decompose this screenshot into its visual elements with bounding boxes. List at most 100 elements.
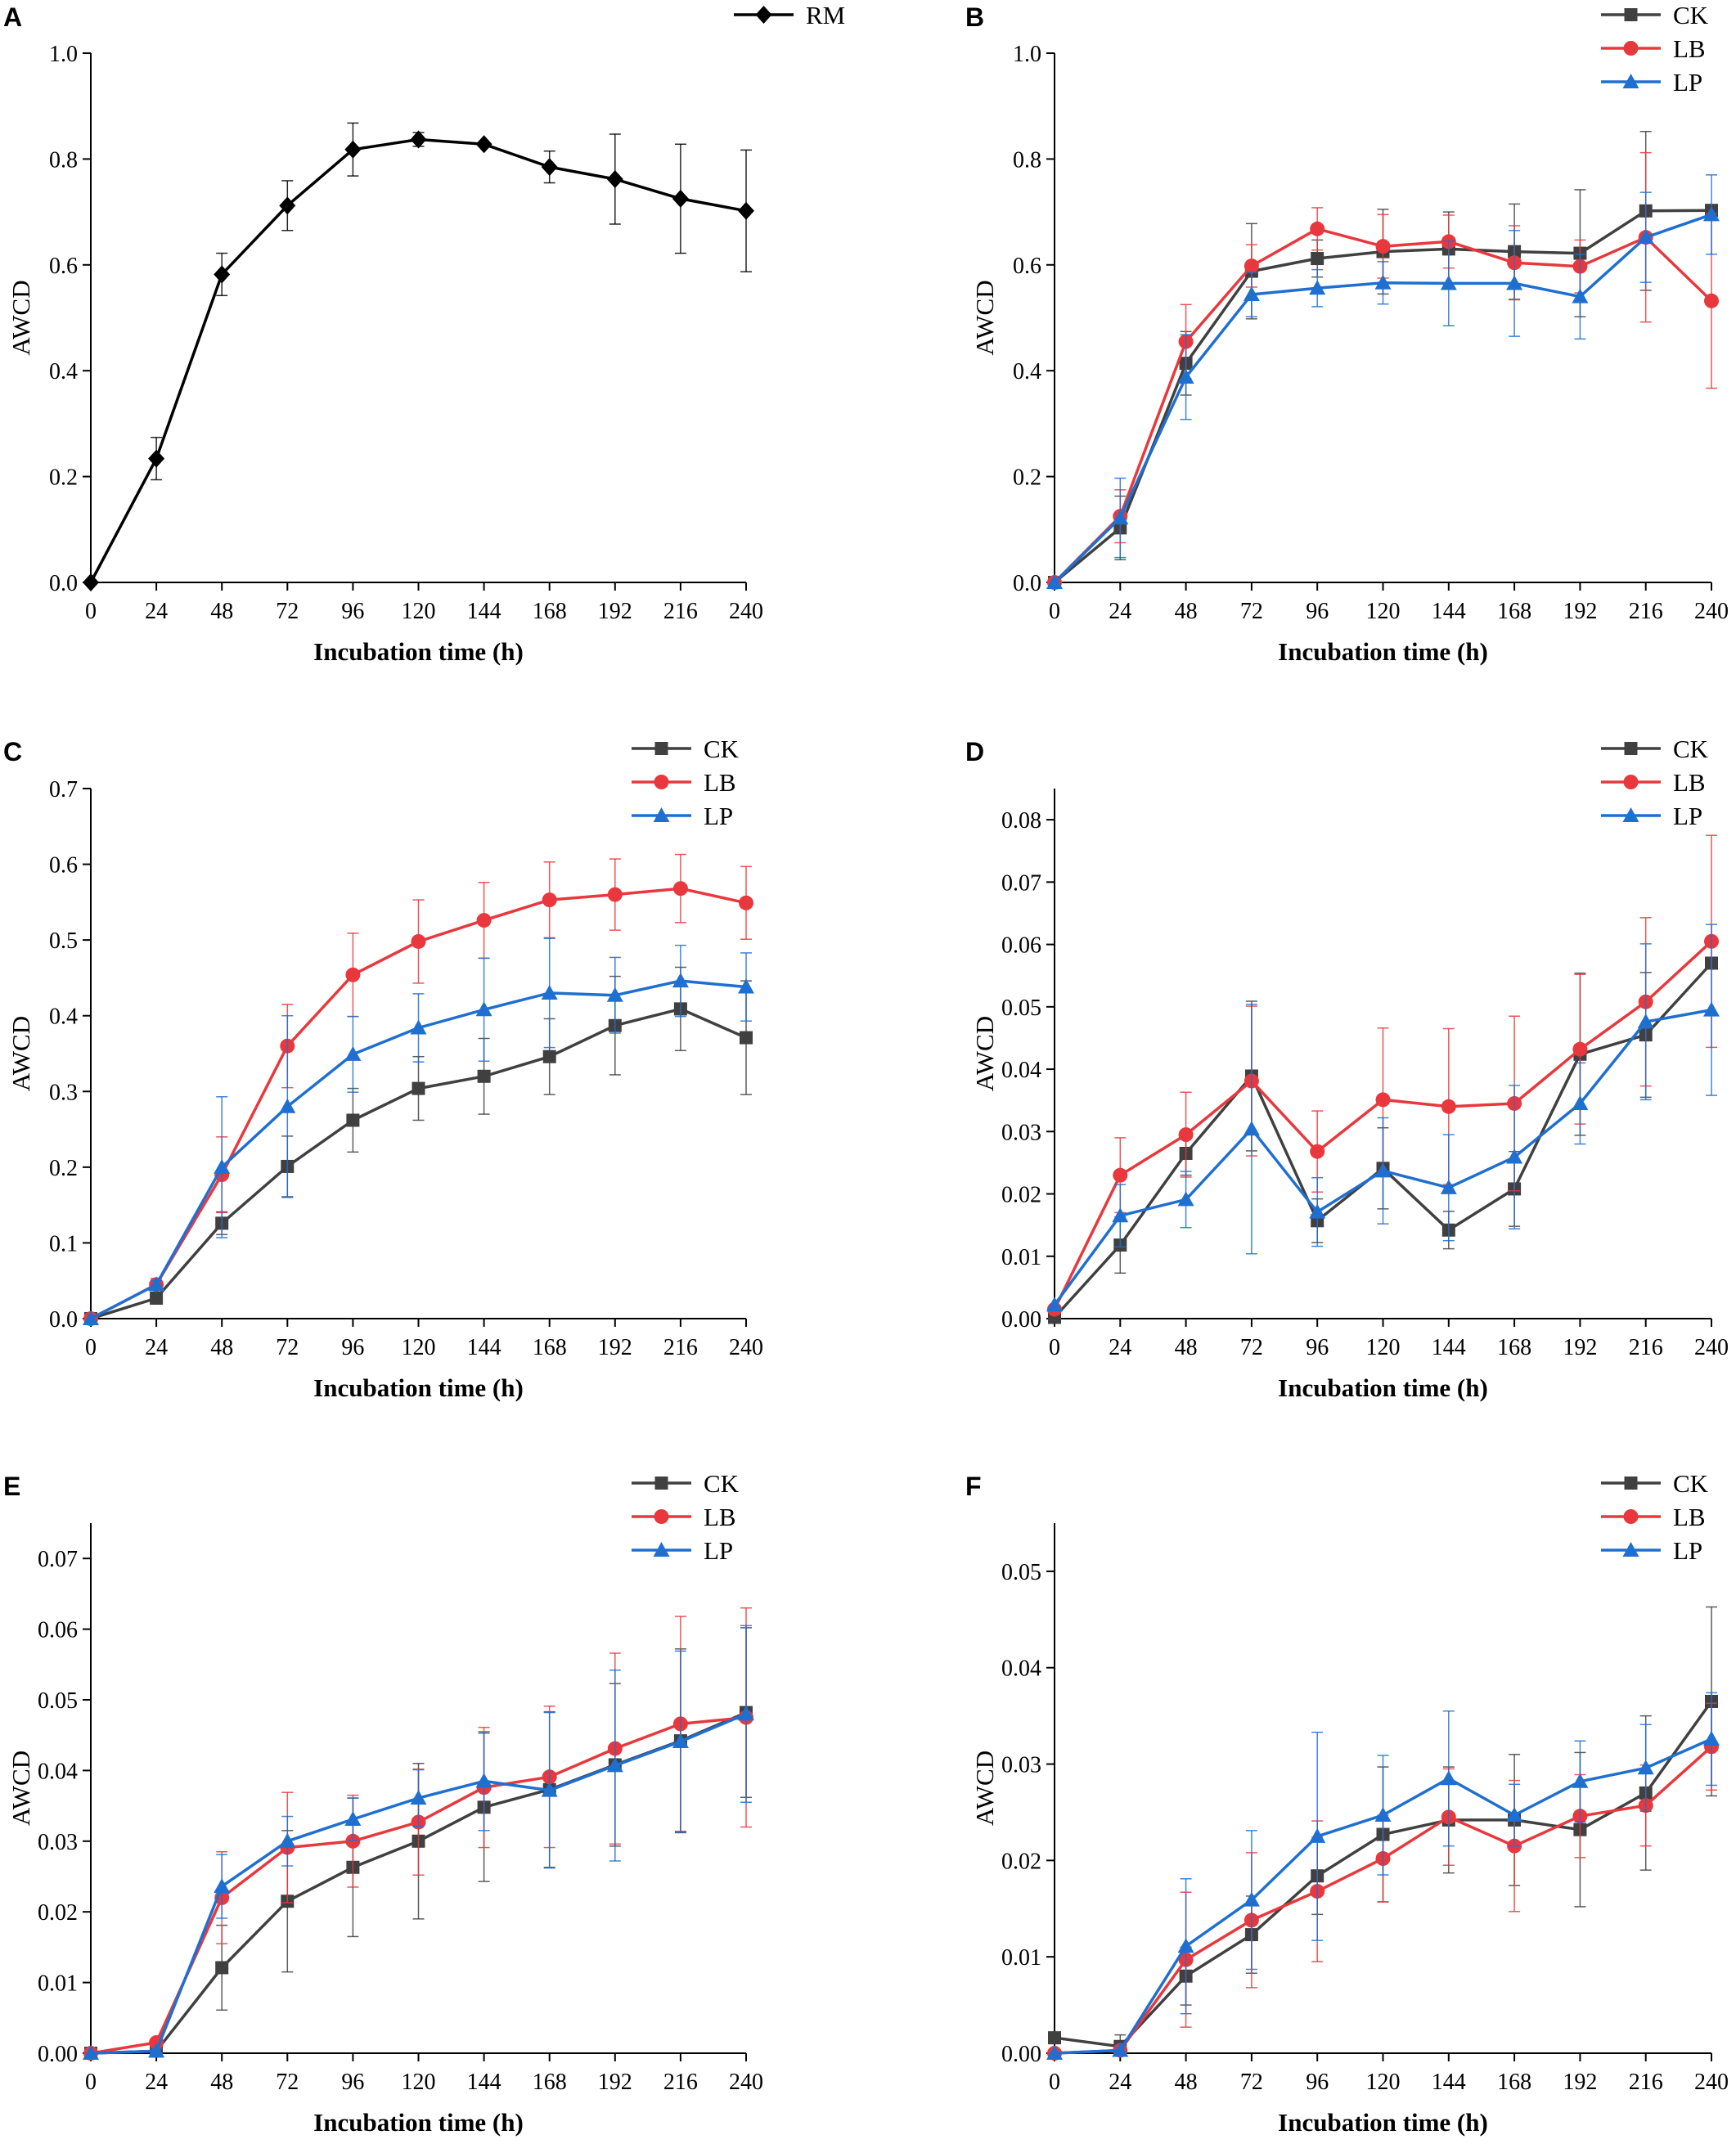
y-axis-title: AWCD — [970, 280, 999, 355]
x-tick-label: 216 — [1629, 1335, 1663, 1360]
x-tick-label: 48 — [210, 2070, 233, 2095]
chart-panel-f: F 0 24 48 72 96 120 144 168 192 216 240 0.00 0.01 0.02… — [965, 1469, 1729, 2137]
legend-label: LP — [704, 1536, 733, 1565]
legend-label: RM — [806, 1, 845, 29]
x-tick-label: 240 — [729, 2070, 763, 2095]
series-line — [89, 137, 747, 583]
data-point — [1374, 1162, 1392, 1178]
data-point — [1441, 1099, 1456, 1114]
series-lp — [83, 1625, 754, 2060]
y-tick-label: 0.4 — [49, 1005, 78, 1030]
legend-item-ck: CK — [1601, 1, 1709, 29]
data-point — [606, 169, 623, 188]
data-point — [1440, 1179, 1457, 1194]
data-point — [541, 1782, 558, 1797]
panel-letter: B — [965, 2, 984, 32]
chart-panel-d: D 0 24 48 72 96 120 144 168 192 216 240 0.00 0.01 0.02… — [965, 735, 1729, 1402]
data-point — [345, 967, 361, 982]
data-point — [1572, 1773, 1589, 1788]
panel-letter: C — [3, 737, 22, 766]
legend-label: CK — [1673, 1, 1709, 29]
legend-marker — [654, 742, 668, 755]
x-tick-label: 0 — [85, 2070, 97, 2095]
y-tick-label: 0.02 — [1001, 1183, 1041, 1208]
data-point — [1309, 1203, 1326, 1219]
series-lb — [1047, 151, 1719, 590]
x-tick-label: 144 — [1432, 1335, 1466, 1360]
data-point — [279, 1832, 296, 1848]
x-tick-label: 168 — [1497, 599, 1531, 624]
x-tick-label: 168 — [1497, 2070, 1531, 2095]
x-axis-title: Incubation time (h) — [1278, 637, 1488, 666]
y-tick-label: 0.6 — [1013, 254, 1041, 279]
x-tick-label: 72 — [1240, 599, 1263, 624]
series-rm — [83, 122, 754, 591]
y-axis-title: AWCD — [970, 1751, 999, 1826]
legend-label: CK — [704, 735, 740, 763]
panel-letter: A — [3, 2, 22, 32]
y-tick-label: 0.01 — [38, 1971, 78, 1997]
y-axis-title: AWCD — [7, 1751, 35, 1826]
series-lp — [1046, 174, 1720, 589]
y-tick-label: 0.3 — [49, 1080, 78, 1105]
x-tick-label: 192 — [598, 599, 632, 624]
legend: RM — [734, 1, 845, 29]
legend-item-lp: LP — [1601, 68, 1702, 97]
data-point — [214, 265, 231, 284]
data-point — [344, 140, 362, 159]
chart-panel-b: B 0 24 48 72 96 120 144 168 192 216 240 0.0 0.2 0.4 0.6… — [965, 1, 1729, 666]
x-tick-label: 72 — [276, 2070, 299, 2095]
legend-marker — [1623, 41, 1639, 56]
panel-letter: D — [965, 737, 984, 766]
data-point — [1244, 258, 1259, 274]
y-tick-label: 0.05 — [1001, 1560, 1041, 1585]
x-tick-label: 216 — [663, 599, 698, 624]
data-point — [1046, 574, 1063, 589]
legend-label: CK — [1673, 735, 1709, 763]
data-point — [1374, 274, 1392, 290]
chart-panel-c: C 0 24 48 72 96 120 144 168 192 216 240 0.0 0.1 0.2 0.3… — [3, 735, 763, 1402]
series-lb — [1047, 834, 1719, 1317]
y-tick-label: 0.2 — [49, 465, 78, 491]
legend: CK LB LP — [1601, 1469, 1709, 1565]
data-point — [410, 130, 427, 149]
legend-label: CK — [704, 1469, 740, 1498]
data-point — [1243, 286, 1260, 302]
data-point — [1177, 368, 1194, 384]
x-tick-label: 168 — [533, 599, 567, 624]
y-tick-label: 0.0 — [1013, 571, 1041, 596]
legend-item-ck: CK — [632, 735, 740, 763]
x-tick-label: 192 — [598, 2070, 632, 2095]
legend: CK LB LP — [632, 735, 740, 830]
y-tick-label: 0.01 — [1001, 1945, 1041, 1971]
legend-marker — [1622, 74, 1639, 88]
y-axis-title: AWCD — [970, 1016, 999, 1091]
legend: CK LB LP — [1601, 1, 1709, 97]
series-lp — [83, 937, 754, 1325]
legend-label: CK — [1673, 1469, 1709, 1498]
data-point — [738, 1706, 754, 1721]
data-point — [1637, 229, 1654, 245]
legend-marker — [1622, 1542, 1639, 1557]
x-tick-label: 0 — [85, 1335, 97, 1360]
data-point — [1637, 1760, 1654, 1775]
legend-marker — [654, 775, 669, 789]
x-tick-label: 96 — [341, 599, 364, 624]
x-tick-label: 72 — [276, 599, 299, 624]
data-point — [606, 1757, 623, 1773]
y-tick-label: 0.02 — [38, 1900, 78, 1926]
x-tick-label: 24 — [1109, 2070, 1131, 2095]
data-point — [1637, 1014, 1654, 1029]
data-point — [739, 895, 753, 910]
x-tick-label: 72 — [1240, 2070, 1263, 2095]
y-tick-label: 0.0 — [49, 571, 78, 596]
x-tick-label: 144 — [467, 2070, 501, 2095]
data-point — [1440, 1770, 1457, 1786]
y-tick-label: 0.5 — [49, 928, 78, 954]
data-point — [1309, 1827, 1326, 1843]
data-point — [344, 1811, 362, 1827]
legend-marker — [1624, 8, 1638, 21]
data-point — [148, 449, 165, 468]
x-tick-label: 96 — [1306, 599, 1329, 624]
x-tick-label: 240 — [1694, 2070, 1729, 2095]
